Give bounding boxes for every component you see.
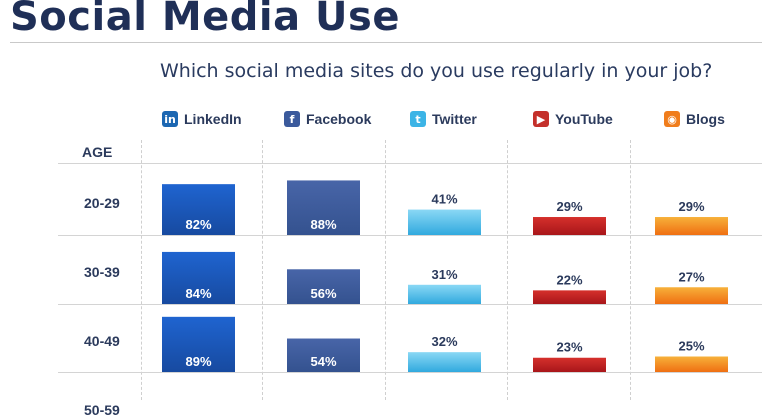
column-header-blogs: ◉ Blogs: [664, 108, 725, 130]
bar-youtube-30-39: [533, 290, 606, 304]
column-separator: [141, 140, 142, 400]
bar-linkedin-40-49: [162, 316, 235, 372]
data-label-blogs-20-29: 29%: [678, 199, 704, 214]
data-label-facebook-30-39: 56%: [310, 286, 336, 301]
age-label-20-29: 20-29: [84, 195, 120, 211]
row-divider: [58, 372, 762, 373]
data-label-linkedin-30-39: 84%: [185, 286, 211, 301]
data-label-youtube-30-39: 22%: [556, 272, 582, 287]
data-label-twitter-20-29: 41%: [431, 192, 457, 207]
bar-linkedin-30-39: [162, 251, 235, 304]
chart-title: Social Media Use: [10, 0, 400, 40]
bar-facebook-20-29: [287, 180, 360, 235]
twitter-icon: t: [410, 111, 426, 127]
bar-blogs-40-49: [655, 356, 728, 372]
age-header: AGE: [82, 144, 113, 160]
legend-label: Twitter: [432, 111, 477, 127]
bar-blogs-20-29: [655, 217, 728, 235]
age-label-30-39: 30-39: [84, 264, 120, 280]
data-label-blogs-30-39: 27%: [678, 269, 704, 284]
bar-youtube-40-49: [533, 357, 606, 372]
facebook-icon: f: [284, 111, 300, 127]
row-divider: [58, 163, 762, 164]
bar-twitter-40-49: [408, 352, 481, 372]
bar-youtube-20-29: [533, 217, 606, 235]
data-label-blogs-40-49: 25%: [678, 339, 704, 354]
linkedin-icon: in: [162, 111, 178, 127]
age-label-50-59: 50-59: [84, 402, 120, 418]
column-header-facebook: f Facebook: [284, 108, 371, 130]
bar-twitter-30-39: [408, 284, 481, 304]
data-label-linkedin-40-49: 89%: [185, 354, 211, 369]
column-header-twitter: t Twitter: [410, 108, 477, 130]
bar-facebook-40-49: [287, 338, 360, 372]
column-separator: [262, 140, 263, 400]
blogs-icon: ◉: [664, 111, 680, 127]
data-label-youtube-20-29: 29%: [556, 199, 582, 214]
column-header-youtube: ▶ YouTube: [533, 108, 613, 130]
column-separator: [507, 140, 508, 400]
chart-subtitle: Which social media sites do you use regu…: [160, 60, 713, 82]
row-divider: [58, 304, 762, 305]
data-label-youtube-40-49: 23%: [556, 340, 582, 355]
bar-chart: 82%84%89%88%56%54%41%31%32%29%22%23%24%2…: [162, 180, 728, 372]
legend-label: LinkedIn: [184, 111, 242, 127]
age-label-40-49: 40-49: [84, 333, 120, 349]
data-label-twitter-40-49: 32%: [431, 334, 457, 349]
youtube-icon: ▶: [533, 111, 549, 127]
column-header-linkedin: in LinkedIn: [162, 108, 242, 130]
data-label-facebook-40-49: 54%: [310, 354, 336, 369]
row-divider: [58, 235, 762, 236]
bar-facebook-30-39: [287, 269, 360, 304]
title-divider: [10, 42, 762, 43]
data-label-linkedin-20-29: 82%: [185, 217, 211, 232]
legend-label: YouTube: [555, 111, 613, 127]
bar-blogs-30-39: [655, 287, 728, 304]
column-separator: [630, 140, 631, 400]
legend-label: Blogs: [686, 111, 725, 127]
data-label-twitter-30-39: 31%: [431, 267, 457, 282]
data-label-facebook-20-29: 88%: [310, 217, 336, 232]
bar-twitter-20-29: [408, 209, 481, 235]
legend-label: Facebook: [306, 111, 372, 127]
column-separator: [385, 140, 386, 400]
bar-linkedin-20-29: [162, 184, 235, 235]
